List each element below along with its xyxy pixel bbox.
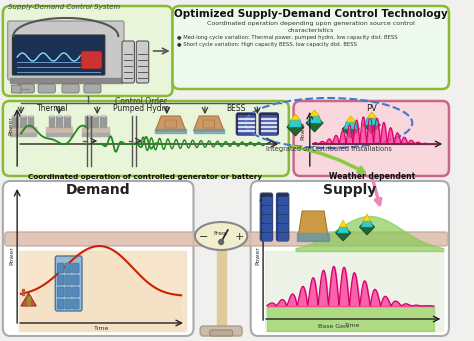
- Polygon shape: [289, 120, 302, 127]
- Polygon shape: [337, 227, 349, 233]
- Text: +: +: [235, 232, 244, 242]
- FancyBboxPatch shape: [122, 41, 135, 83]
- FancyBboxPatch shape: [137, 41, 149, 83]
- Text: Coordinated operation of controlled generator or battery: Coordinated operation of controlled gene…: [28, 174, 262, 180]
- Text: Integrated or Distributed Installations: Integrated or Distributed Installations: [266, 146, 392, 152]
- Polygon shape: [346, 116, 356, 122]
- FancyBboxPatch shape: [62, 84, 79, 93]
- Polygon shape: [193, 116, 224, 131]
- Text: Weather dependent: Weather dependent: [328, 172, 415, 181]
- Polygon shape: [306, 114, 323, 132]
- FancyBboxPatch shape: [173, 6, 449, 89]
- Polygon shape: [359, 219, 374, 235]
- Text: Power: Power: [9, 247, 15, 265]
- Text: Control Order: Control Order: [115, 97, 167, 106]
- Text: Supply-Demand Control System: Supply-Demand Control System: [8, 4, 120, 10]
- FancyBboxPatch shape: [57, 287, 64, 297]
- FancyBboxPatch shape: [65, 275, 72, 285]
- Polygon shape: [308, 116, 321, 123]
- FancyBboxPatch shape: [38, 84, 55, 93]
- Text: Demand: Demand: [66, 183, 130, 197]
- FancyBboxPatch shape: [165, 120, 176, 128]
- FancyBboxPatch shape: [251, 181, 449, 336]
- Polygon shape: [344, 122, 357, 129]
- Text: ● Med-long cycle variation: Thermal power, pumped hydro, low capacity dist. BESS: ● Med-long cycle variation: Thermal powe…: [177, 35, 398, 40]
- Text: Freq.: Freq.: [214, 231, 228, 236]
- FancyBboxPatch shape: [203, 120, 214, 128]
- Polygon shape: [336, 225, 351, 241]
- FancyBboxPatch shape: [293, 101, 449, 176]
- FancyBboxPatch shape: [73, 299, 79, 309]
- Polygon shape: [310, 110, 319, 116]
- Text: BESS: BESS: [227, 104, 246, 113]
- FancyBboxPatch shape: [12, 35, 105, 75]
- FancyBboxPatch shape: [73, 263, 79, 273]
- Text: Time: Time: [94, 326, 109, 331]
- Polygon shape: [365, 118, 378, 125]
- FancyBboxPatch shape: [27, 296, 31, 306]
- Text: Optimized Supply-Demand Control Technology: Optimized Supply-Demand Control Technolo…: [174, 9, 447, 19]
- Text: Thermal: Thermal: [36, 104, 68, 113]
- FancyBboxPatch shape: [65, 263, 72, 273]
- FancyBboxPatch shape: [3, 6, 173, 96]
- Text: Coordinated operation depending upon generation source control
characteristics: Coordinated operation depending upon gen…: [207, 21, 415, 33]
- FancyBboxPatch shape: [3, 101, 289, 176]
- Text: Time: Time: [345, 323, 360, 328]
- Text: ● Short cycle variation: High capacity BESS, low capacity dist. BESS: ● Short cycle variation: High capacity B…: [177, 42, 357, 47]
- Ellipse shape: [195, 222, 247, 250]
- FancyBboxPatch shape: [5, 232, 448, 246]
- FancyBboxPatch shape: [11, 85, 21, 93]
- Circle shape: [219, 239, 224, 244]
- Polygon shape: [287, 118, 304, 136]
- Polygon shape: [21, 293, 36, 306]
- Text: Base Gen.: Base Gen.: [318, 324, 350, 329]
- FancyBboxPatch shape: [259, 113, 278, 135]
- FancyBboxPatch shape: [65, 287, 72, 297]
- FancyBboxPatch shape: [8, 21, 124, 80]
- Text: PV: PV: [366, 104, 377, 113]
- Text: Power: Power: [9, 117, 14, 135]
- Polygon shape: [367, 112, 376, 118]
- FancyBboxPatch shape: [3, 181, 193, 336]
- Polygon shape: [342, 120, 359, 138]
- FancyBboxPatch shape: [237, 113, 255, 135]
- Text: Power: Power: [300, 121, 305, 140]
- Text: Power: Power: [255, 247, 260, 265]
- FancyBboxPatch shape: [260, 193, 273, 241]
- Polygon shape: [361, 221, 373, 227]
- FancyBboxPatch shape: [210, 330, 233, 336]
- FancyBboxPatch shape: [200, 326, 242, 336]
- Polygon shape: [297, 211, 329, 241]
- FancyBboxPatch shape: [57, 299, 64, 309]
- Polygon shape: [24, 289, 33, 306]
- FancyBboxPatch shape: [55, 256, 82, 311]
- FancyBboxPatch shape: [57, 263, 64, 273]
- FancyBboxPatch shape: [73, 287, 79, 297]
- FancyBboxPatch shape: [276, 193, 289, 241]
- FancyBboxPatch shape: [65, 299, 72, 309]
- Text: Pumped Hydro: Pumped Hydro: [113, 104, 169, 113]
- FancyBboxPatch shape: [57, 275, 64, 285]
- FancyBboxPatch shape: [73, 275, 79, 285]
- Polygon shape: [155, 116, 186, 131]
- FancyBboxPatch shape: [17, 84, 34, 93]
- Polygon shape: [363, 214, 371, 221]
- FancyBboxPatch shape: [84, 84, 101, 93]
- Text: Supply: Supply: [323, 183, 376, 197]
- FancyBboxPatch shape: [81, 51, 102, 69]
- Polygon shape: [291, 114, 300, 120]
- Polygon shape: [339, 220, 347, 227]
- Polygon shape: [363, 116, 380, 134]
- Text: −: −: [198, 232, 208, 242]
